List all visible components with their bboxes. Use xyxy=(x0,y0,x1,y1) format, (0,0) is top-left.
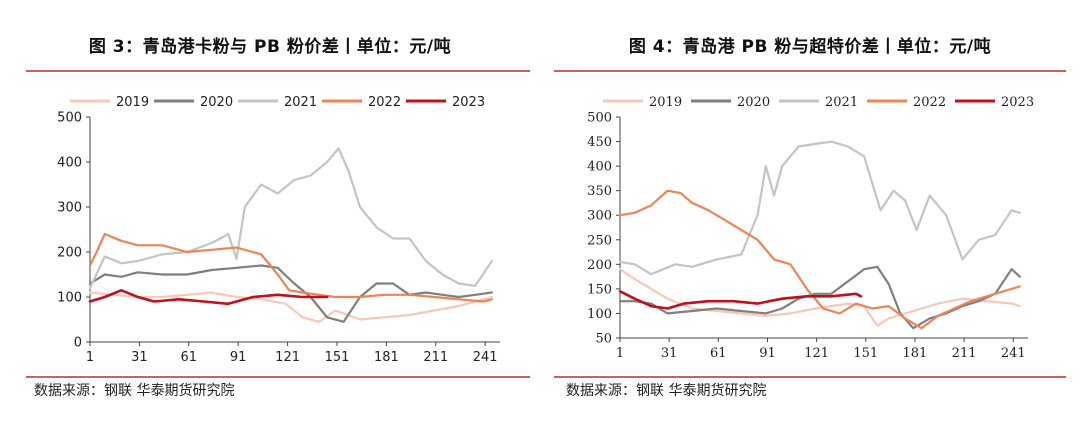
y-tick-label: 400 xyxy=(587,160,612,175)
legend-label-2023: 2023 xyxy=(452,95,485,110)
x-tick-label: 211 xyxy=(952,346,977,361)
x-tick-label: 181 xyxy=(374,350,399,365)
series-line-2022 xyxy=(88,232,493,303)
y-tick-label: 250 xyxy=(587,233,612,248)
y-tick-label: 300 xyxy=(57,201,82,216)
source-rule-fig3 xyxy=(26,376,530,378)
chart-source-fig4: 数据来源：钢联 华泰期货研究院 xyxy=(566,383,767,399)
y-tick-label: 500 xyxy=(587,111,612,126)
y-tick-label: 350 xyxy=(587,184,612,199)
x-tick-label: 31 xyxy=(661,346,678,361)
chart-title-fig3: 图 3：青岛港卡粉与 PB 粉价差丨单位：元/吨 xyxy=(88,37,452,57)
legend-label-2022: 2022 xyxy=(913,95,946,110)
y-tick-label: 50 xyxy=(595,332,612,347)
title-rule-fig4 xyxy=(554,70,1066,72)
series-line-2021 xyxy=(618,140,1021,276)
x-tick-label: 151 xyxy=(325,350,350,365)
y-tick-label: 450 xyxy=(587,135,612,150)
x-tick-label: 121 xyxy=(804,346,829,361)
chart-panel-fig3: 图 3：青岛港卡粉与 PB 粉价差丨单位：元/吨 0 100 200 300 400 50… xyxy=(26,37,530,399)
x-tick-label: 181 xyxy=(903,346,928,361)
y-tick-label: 200 xyxy=(57,246,82,261)
legend-label-2019: 2019 xyxy=(116,95,149,110)
chart-title-fig4: 图 4：青岛港 PB 粉与超特价差丨单位：元/吨 xyxy=(628,37,992,57)
x-tick-label: 241 xyxy=(1001,346,1026,361)
legend-label-2020: 2020 xyxy=(737,95,770,110)
legend-label-2023: 2023 xyxy=(1001,95,1034,110)
x-tick-label: 31 xyxy=(131,350,148,365)
y-tick-label: 100 xyxy=(57,291,82,306)
chart-panel-fig4: 图 4：青岛港 PB 粉与超特价差丨单位：元/吨 50 100 150 200 250 3… xyxy=(540,0,1080,426)
y-tick-label: 200 xyxy=(587,258,612,273)
legend-label-2021: 2021 xyxy=(284,95,317,110)
x-tick-label: 1 xyxy=(86,350,94,365)
y-tick-label: 100 xyxy=(587,307,612,322)
x-tick-label: 61 xyxy=(710,346,727,361)
source-rule-fig4 xyxy=(554,376,1066,378)
x-tick-label: 241 xyxy=(473,350,498,365)
series-line-2021 xyxy=(88,147,493,290)
legend-label-2019: 2019 xyxy=(649,95,682,110)
chart-fig4: 50 100 150 200 250 300 350 400 450 500 1 31 61 91 121 1… xyxy=(587,95,1034,361)
series-line-2020 xyxy=(618,265,1021,330)
y-tick-label: 400 xyxy=(57,156,82,171)
y-tick-label: 300 xyxy=(587,209,612,224)
x-tick-label: 151 xyxy=(853,346,878,361)
x-tick-label: 121 xyxy=(275,350,300,365)
series-line-2019 xyxy=(88,291,493,323)
series-line-2020 xyxy=(88,264,493,323)
series-line-2023 xyxy=(88,288,329,306)
x-tick-label: 91 xyxy=(230,350,247,365)
title-rule-fig3 xyxy=(26,70,530,72)
series-line-2019 xyxy=(618,268,1021,327)
legend-label-2022: 2022 xyxy=(368,95,401,110)
x-tick-label: 211 xyxy=(423,350,448,365)
chart-source-fig3: 数据来源：钢联 华泰期货研究院 xyxy=(34,383,235,399)
legend-label-2020: 2020 xyxy=(200,95,233,110)
x-tick-label: 91 xyxy=(759,346,776,361)
chart-fig3: 0 100 200 300 400 500 1 31 61 91 121 151 181 211 241 20… xyxy=(57,95,500,365)
y-tick-label: 500 xyxy=(57,111,82,126)
x-tick-label: 61 xyxy=(181,350,198,365)
legend-label-2021: 2021 xyxy=(825,95,858,110)
x-tick-label: 1 xyxy=(616,346,624,361)
y-tick-label: 150 xyxy=(587,282,612,297)
series-line-2022 xyxy=(618,189,1021,330)
y-tick-label: 0 xyxy=(74,336,82,351)
series-line-2023 xyxy=(618,289,863,310)
